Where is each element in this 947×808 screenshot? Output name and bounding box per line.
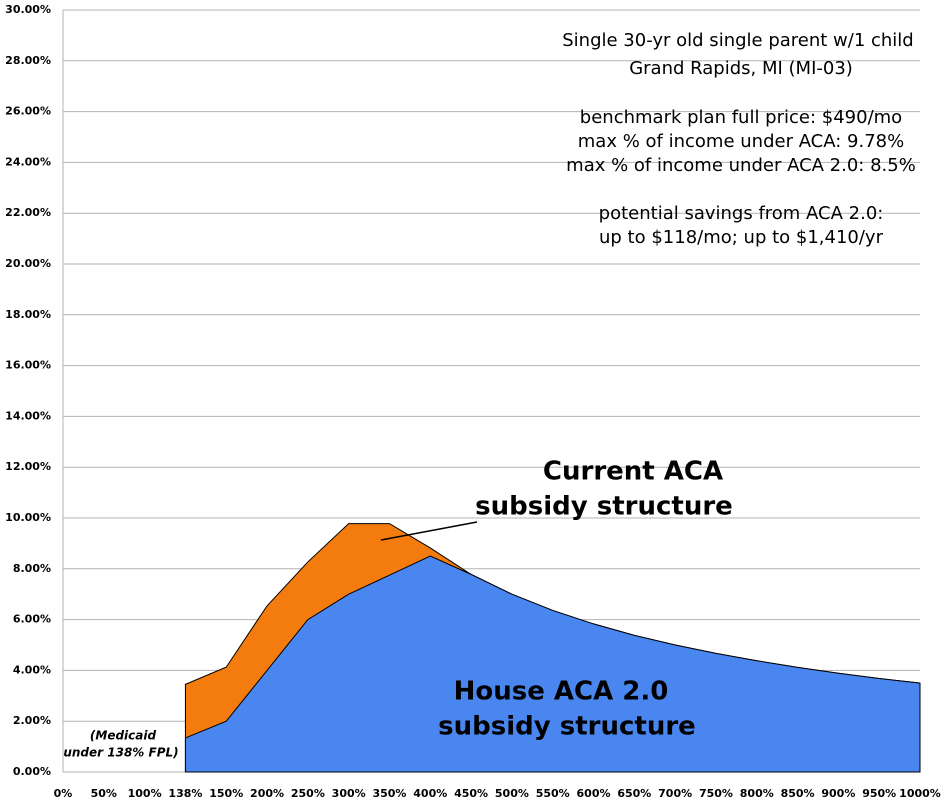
x-tick-label: 100% bbox=[128, 787, 162, 800]
y-tick-label: 24.00% bbox=[5, 155, 51, 168]
area bbox=[184, 555, 921, 773]
y-tick-label: 16.00% bbox=[5, 359, 51, 372]
x-tick-label: 850% bbox=[781, 787, 815, 800]
x-tick-label: 900% bbox=[821, 787, 855, 800]
x-tick-label: 500% bbox=[495, 787, 529, 800]
y-tick-label: 18.00% bbox=[5, 308, 51, 321]
note: benchmark plan full price: $490/mo bbox=[580, 107, 902, 128]
y-tick-label: 6.00% bbox=[13, 613, 51, 626]
y-tick-label: 0.00% bbox=[13, 765, 51, 778]
y-tick-label: 14.00% bbox=[5, 409, 51, 422]
y-tick-label: 8.00% bbox=[13, 562, 51, 575]
note: up to $118/mo; up to $1,410/yr bbox=[599, 227, 884, 248]
areas bbox=[184, 523, 921, 773]
x-tick-label: 138% bbox=[168, 787, 202, 800]
annotation: under 138% FPL) bbox=[63, 746, 178, 760]
y-tick-label: 28.00% bbox=[5, 54, 51, 67]
annotation: (Medicaid bbox=[90, 729, 157, 743]
x-tick-label: 450% bbox=[454, 787, 488, 800]
note: Single 30-yr old single parent w/1 child bbox=[562, 30, 914, 51]
note: Grand Rapids, MI (MI-03) bbox=[629, 58, 853, 79]
x-tick-label: 150% bbox=[209, 787, 243, 800]
x-tick-label: 0% bbox=[54, 787, 73, 800]
x-tick-label: 1000% bbox=[899, 787, 941, 800]
grid bbox=[62, 9, 920, 773]
y-tick-label: 12.00% bbox=[5, 460, 51, 473]
note: max % of income under ACA: 9.78% bbox=[578, 131, 904, 152]
x-tick-label: 750% bbox=[699, 787, 733, 800]
annotation: Current ACA bbox=[543, 457, 723, 487]
y-tick-label: 20.00% bbox=[5, 257, 51, 270]
pointer bbox=[380, 521, 478, 541]
y-tick-label: 10.00% bbox=[5, 511, 51, 524]
x-tick-label: 600% bbox=[577, 787, 611, 800]
x-tick-label: 650% bbox=[617, 787, 651, 800]
ticks: 0.00% 2.00% 4.00% 6.00% 8.00% 10.00% 12.00% 14.… bbox=[5, 3, 941, 800]
note: potential savings from ACA 2.0: bbox=[599, 203, 884, 224]
annotation: subsidy structure bbox=[475, 492, 733, 522]
x-tick-label: 800% bbox=[740, 787, 774, 800]
annotation: House ACA 2.0 bbox=[454, 677, 669, 707]
x-tick-label: 400% bbox=[413, 787, 447, 800]
x-tick-label: 300% bbox=[332, 787, 366, 800]
x-tick-label: 250% bbox=[291, 787, 325, 800]
x-tick-label: 550% bbox=[536, 787, 570, 800]
note: max % of income under ACA 2.0: 8.5% bbox=[566, 155, 916, 176]
y-tick-label: 2.00% bbox=[13, 714, 51, 727]
x-tick-label: 350% bbox=[372, 787, 406, 800]
annotation: subsidy structure bbox=[438, 712, 696, 742]
y-tick-label: 22.00% bbox=[5, 206, 51, 219]
x-tick-label: 50% bbox=[91, 787, 117, 800]
x-tick-label: 200% bbox=[250, 787, 284, 800]
y-tick-label: 4.00% bbox=[13, 663, 51, 676]
x-tick-label: 700% bbox=[658, 787, 692, 800]
y-tick-label: 26.00% bbox=[5, 105, 51, 118]
x-tick-label: 950% bbox=[862, 787, 896, 800]
y-tick-label: 30.00% bbox=[5, 3, 51, 16]
